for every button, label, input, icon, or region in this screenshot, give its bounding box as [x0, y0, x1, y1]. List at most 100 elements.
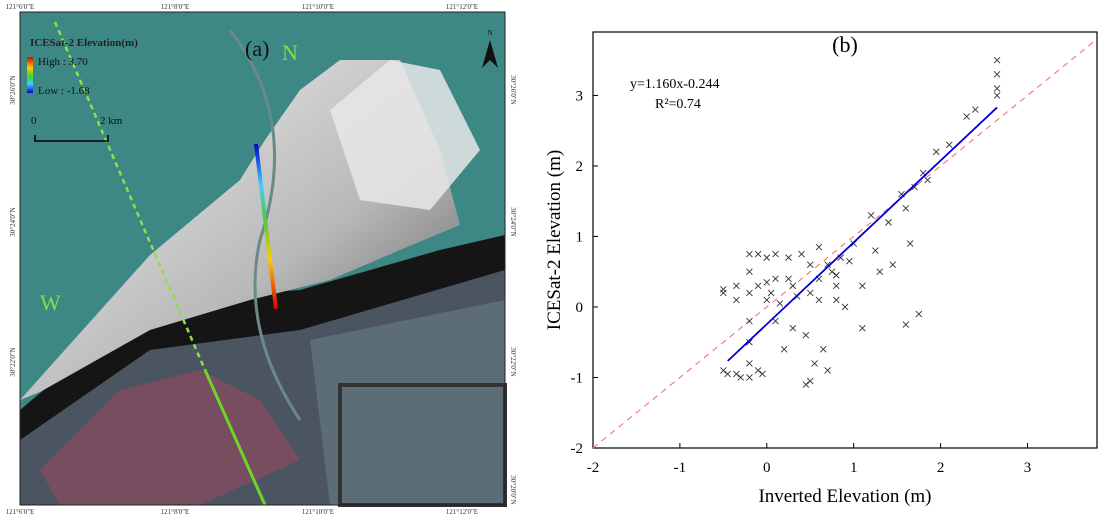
label-w: W [40, 290, 61, 315]
point [889, 261, 897, 268]
top-coord: 121°8'0"E [161, 3, 190, 11]
point [911, 183, 918, 191]
track-solid [203, 369, 267, 506]
x-axis-label: Inverted Elevation (m) [758, 486, 931, 507]
point [806, 289, 814, 297]
x-tick-label: -2 [587, 460, 600, 476]
annotation: y=1.160x-0.244 [630, 77, 720, 92]
fit-line [727, 106, 998, 362]
annotation: R²=0.74 [655, 97, 701, 112]
top-coord: 121°6'0"E [6, 3, 35, 11]
point [859, 324, 866, 332]
urban [310, 300, 505, 505]
point [806, 377, 814, 385]
point [867, 212, 875, 219]
panel-label: (a) [245, 36, 269, 61]
point [776, 300, 784, 307]
point [841, 303, 849, 311]
point [785, 254, 792, 261]
point [993, 70, 1001, 78]
legend-high: High : 3.70 [38, 56, 88, 68]
point [746, 374, 753, 381]
point [733, 282, 740, 290]
point [802, 381, 810, 388]
point [720, 286, 727, 293]
point [832, 296, 840, 304]
point [815, 296, 823, 304]
point [789, 324, 797, 332]
point [720, 367, 727, 374]
left-coord: 30°26'0"N [9, 75, 17, 104]
point [746, 317, 753, 325]
label-n: N [282, 40, 298, 65]
point [763, 278, 771, 286]
vegetation [40, 370, 300, 505]
map-frame [19, 11, 506, 506]
y-tick-label: 2 [576, 159, 584, 175]
point [789, 282, 797, 290]
point [802, 331, 810, 339]
point [763, 296, 771, 304]
point [906, 240, 914, 247]
bottom-coord: 121°10'0"E [302, 508, 334, 516]
point [733, 296, 740, 304]
plot-frame [592, 31, 1098, 449]
point [754, 250, 762, 258]
top-coord: 121°10'0"E [302, 3, 334, 11]
scale-end: 2 km [100, 115, 123, 127]
colorbar [27, 57, 33, 93]
scale-start: 0 [31, 115, 37, 127]
y-tick-label: -1 [571, 370, 584, 386]
point [972, 106, 979, 113]
point [767, 289, 775, 297]
right-coord: 30°20'0"N [509, 475, 517, 504]
bottom-coord: 121°6'0"E [6, 508, 35, 516]
x-tick-label: 2 [937, 460, 945, 476]
north-arrow [482, 40, 498, 68]
point [902, 204, 910, 212]
right-coord: 30°22'0"N [509, 347, 517, 376]
point [859, 282, 866, 290]
point [815, 243, 823, 251]
track-dashed [53, 21, 207, 371]
x-tick-label: 0 [763, 460, 771, 476]
point [902, 321, 910, 328]
point [876, 268, 884, 276]
point [733, 370, 740, 378]
x-tick-label: 3 [1024, 460, 1032, 476]
point [780, 345, 788, 353]
scatter-panel: -2 -1 0 1 2 3 -2 -1 0 1 2 3 (b) Inverted Elevation (m… [544, 31, 1098, 507]
bottom-coord: 121°12'0"E [446, 508, 478, 516]
map-panel: ICESat-2 Elevation(m) High : 3.70 Low : … [19, 11, 507, 507]
point [759, 370, 766, 378]
coordinate-labels: 121°6'0"E 121°8'0"E 121°10'0"E 121°12'0"E 12… [6, 3, 517, 516]
point [993, 56, 1001, 64]
river-channel [228, 29, 302, 421]
tidal-flat [20, 235, 505, 440]
point [724, 370, 732, 378]
point [932, 148, 940, 156]
point [828, 268, 836, 276]
right-coord: 30°26'0"N [509, 75, 517, 104]
y-tick-label: 0 [576, 300, 584, 316]
top-coord: 121°12'0"E [446, 3, 478, 11]
point [993, 85, 1001, 92]
reference-line [592, 38, 1098, 449]
point [772, 275, 779, 283]
marsh-patch [330, 60, 480, 210]
left-coord: 30°22'0"N [9, 347, 17, 376]
legend-title: ICESat-2 Elevation(m) [30, 37, 138, 49]
point [824, 367, 831, 374]
north-letter: N [487, 29, 492, 37]
point [924, 176, 931, 184]
y-axis-label: ICESat-2 Elevation (m) [544, 150, 565, 330]
point [772, 250, 779, 258]
icesat-profile [254, 143, 278, 310]
point [754, 367, 762, 374]
point [785, 275, 792, 283]
point [737, 374, 745, 381]
point [885, 219, 892, 226]
chart-title: (b) [832, 32, 858, 57]
x-tick-label: 1 [850, 460, 858, 476]
